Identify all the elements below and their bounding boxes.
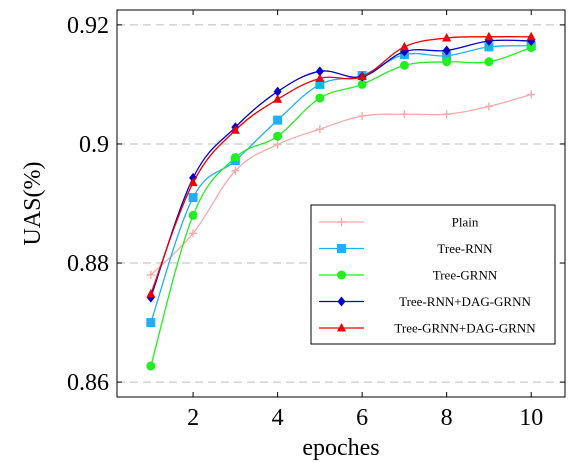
data-point — [273, 140, 282, 149]
x-tick-label: 10 — [519, 405, 543, 431]
data-point — [315, 79, 325, 89]
data-point — [315, 125, 324, 134]
data-point — [273, 131, 283, 141]
data-point — [399, 41, 409, 51]
data-point — [189, 229, 198, 238]
legend-label: Tree-GRNN — [433, 268, 498, 283]
series-tree-grnn-dag-grnn — [146, 31, 536, 298]
data-point — [399, 60, 409, 70]
data-point — [442, 57, 452, 67]
y-tick-label: 0.9 — [79, 132, 109, 158]
data-point — [146, 318, 156, 328]
data-point — [230, 153, 240, 163]
x-axis-title: epoches — [302, 435, 379, 461]
legend-swatch-marker — [337, 218, 346, 226]
data-point — [188, 193, 198, 203]
y-tick-label: 0.88 — [67, 251, 109, 277]
data-point — [358, 111, 367, 120]
legend-label: Tree-GRNN+DAG-GRNN — [394, 321, 536, 336]
data-point — [273, 86, 282, 97]
data-point — [315, 73, 325, 82]
y-tick-label: 0.86 — [67, 370, 109, 396]
legend-item: Tree-GRNN+DAG-GRNN — [319, 321, 536, 336]
series-line — [150, 39, 532, 298]
data-point — [442, 51, 452, 61]
data-point — [526, 31, 536, 41]
plot-frame — [116, 9, 566, 398]
y-tick-label: 0.92 — [67, 13, 109, 39]
legend-label: Tree-RNN — [437, 241, 493, 256]
data-point — [231, 166, 240, 175]
legend: Plain Tree-RNN Tree-GRNN Tree-RNN+DAG-GRNN T… — [310, 204, 556, 345]
legend-item: Plain — [319, 215, 479, 230]
legend-item: Tree-RNN — [319, 241, 493, 256]
data-point — [484, 102, 493, 111]
series-tree-grnn — [146, 43, 536, 371]
data-point — [188, 210, 198, 220]
data-point — [442, 45, 451, 56]
data-point — [484, 31, 494, 41]
data-point — [442, 32, 452, 42]
series-layer — [146, 31, 536, 371]
legend-item: Tree-RNN+DAG-GRNN — [319, 294, 532, 309]
legend-swatch-marker — [337, 270, 346, 280]
legend-swatch-marker — [337, 244, 346, 253]
data-point — [146, 288, 156, 298]
data-point — [357, 79, 367, 89]
legend-swatch-marker — [337, 296, 346, 307]
data-point — [442, 110, 451, 119]
data-point — [273, 115, 283, 125]
y-axis-title: UAS(%) — [20, 162, 46, 246]
data-point — [146, 361, 156, 371]
x-tick-label: 6 — [356, 405, 368, 431]
x-tick-label: 4 — [272, 405, 284, 431]
data-point — [357, 71, 367, 81]
data-point — [484, 42, 494, 52]
data-point — [527, 90, 536, 99]
series-line — [150, 45, 532, 323]
axis-layer: 2 4 6 8 10 0.86 0.88 0.9 0.92 — [67, 9, 566, 431]
legend-item: Tree-GRNN — [319, 268, 498, 283]
data-point — [146, 270, 155, 279]
data-point — [315, 66, 324, 77]
data-point — [188, 177, 198, 187]
series-line — [150, 93, 532, 276]
data-point — [526, 43, 536, 53]
series-line — [150, 36, 532, 295]
data-point — [484, 57, 494, 67]
data-point — [400, 110, 409, 119]
data-point — [315, 93, 325, 103]
series-plain — [146, 90, 536, 279]
legend-label: Tree-RNN+DAG-GRNN — [399, 294, 531, 309]
x-tick-label: 8 — [441, 405, 453, 431]
data-point — [273, 94, 283, 103]
legend-swatch-marker — [337, 323, 346, 332]
legend-label: Plain — [452, 215, 479, 230]
x-tick-label: 2 — [187, 405, 199, 431]
data-point — [230, 125, 240, 134]
